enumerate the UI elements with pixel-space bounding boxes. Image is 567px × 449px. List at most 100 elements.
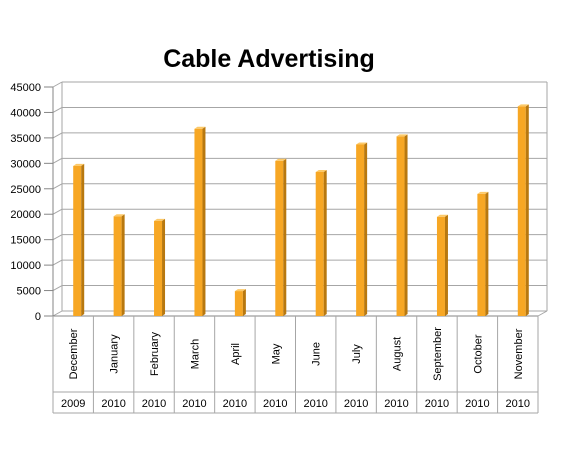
x-group-label: 2010	[506, 398, 530, 410]
bar-front	[113, 216, 122, 316]
bar-front	[154, 220, 163, 316]
bar-front	[436, 216, 445, 316]
gridline-connector	[52, 107, 63, 113]
bar	[315, 169, 327, 316]
y-tick-label: 25000	[10, 184, 41, 196]
x-tick-label: October	[472, 334, 484, 373]
gridline-connector	[52, 157, 63, 164]
x-group-label: 2009	[61, 398, 85, 410]
bar	[113, 214, 125, 316]
x-tick-label: May	[270, 343, 282, 364]
y-tick-label: 40000	[10, 107, 41, 119]
bar-side	[525, 104, 529, 317]
bar-top	[396, 134, 408, 137]
bar-side	[283, 158, 287, 316]
x-group-label: 2010	[384, 398, 408, 410]
gridline-connector	[52, 234, 63, 241]
bar	[275, 158, 287, 316]
bar-front	[477, 193, 486, 316]
x-tick-label: June	[311, 342, 323, 366]
gridline-connector	[52, 310, 63, 317]
gridlines	[52, 81, 548, 317]
bar-side	[364, 142, 368, 316]
bar	[194, 126, 206, 317]
bar-top	[275, 158, 287, 161]
gridline-connector	[52, 208, 63, 215]
x-group-label: 2010	[344, 398, 368, 410]
bar-top	[436, 214, 448, 217]
gridline-connector	[52, 259, 63, 266]
y-tick-label: 35000	[10, 133, 41, 145]
bar-side	[323, 169, 327, 316]
y-tick-label: 20000	[10, 209, 41, 221]
bar-front	[356, 144, 365, 316]
bar-front	[517, 106, 526, 317]
bar	[517, 104, 529, 317]
bar-side	[121, 214, 125, 316]
x-group-label: 2010	[303, 398, 327, 410]
bar-top	[477, 191, 489, 194]
y-tick-label: 0	[35, 311, 41, 323]
bars	[73, 104, 529, 317]
bar-front	[194, 128, 203, 316]
x-tick-label: January	[109, 334, 121, 374]
gridline-connector	[52, 81, 63, 88]
x-tick-label: September	[432, 327, 444, 381]
bar-front	[73, 165, 82, 316]
x-tick-label: March	[189, 339, 201, 370]
y-tick-label: 15000	[10, 235, 41, 247]
bar-top	[234, 289, 246, 292]
x-group-label: 2010	[465, 398, 489, 410]
bar-top	[356, 142, 368, 145]
y-tick-label: 45000	[10, 82, 41, 94]
x-group-label: 2010	[425, 398, 449, 410]
x-group-label: 2010	[263, 398, 287, 410]
bar-side	[444, 214, 448, 316]
bar-top	[315, 169, 327, 172]
bar-side	[404, 134, 408, 316]
bar	[154, 218, 166, 316]
y-tick-label: 5000	[17, 286, 41, 298]
bar-front	[234, 291, 243, 316]
x-group-label: 2010	[142, 398, 166, 410]
floor-edge	[537, 310, 548, 317]
bar-side	[162, 218, 166, 316]
bar-top	[517, 104, 529, 107]
y-tick-label: 30000	[10, 158, 41, 170]
gridline-connector	[52, 183, 63, 190]
bar	[356, 142, 368, 316]
gridline-connector	[52, 285, 63, 291]
bar	[477, 191, 489, 316]
x-tick-label: November	[513, 328, 525, 379]
bar-side	[242, 289, 246, 316]
x-tick-label: August	[392, 337, 404, 371]
x-group-label: 2010	[101, 398, 125, 410]
bar-front	[275, 160, 284, 316]
x-tick-label: July	[351, 344, 363, 364]
x-tick-labels: December 2009 January 2010 February 2010 March…	[61, 327, 530, 410]
bar	[234, 289, 246, 316]
bar-top	[113, 214, 125, 217]
bar	[73, 163, 85, 316]
gridline-connector	[52, 132, 63, 139]
x-tick-label: December	[68, 328, 80, 379]
y-tick-labels: 0 5000 10000 15000 20000 25000 30000 35000 40000…	[10, 82, 41, 323]
category-table	[52, 316, 539, 414]
bar-top	[73, 163, 85, 166]
x-tick-label: April	[230, 343, 242, 365]
x-group-label: 2010	[223, 398, 247, 410]
chart-title: Cable Advertising	[163, 45, 375, 73]
bar-side	[485, 191, 489, 316]
bar-front	[396, 136, 405, 316]
y-tick-label: 10000	[10, 260, 41, 272]
bar-top	[154, 218, 166, 221]
x-tick-label: February	[149, 331, 161, 376]
bar	[436, 214, 448, 316]
bar-top	[194, 126, 206, 129]
bar-side	[81, 163, 85, 316]
bar	[396, 134, 408, 316]
bar-side	[202, 126, 206, 317]
bar-front	[315, 171, 324, 316]
x-group-label: 2010	[182, 398, 206, 410]
